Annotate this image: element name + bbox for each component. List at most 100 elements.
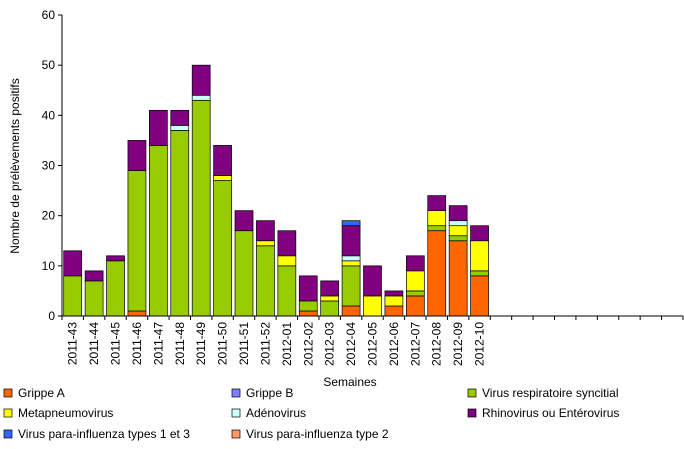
- bar-segment: [448, 240, 468, 317]
- bar-segment: [427, 210, 447, 227]
- bar-segment: [448, 235, 468, 242]
- y-tick-label: 60: [42, 8, 56, 22]
- bar-segment: [170, 125, 190, 131]
- legend-label: Virus para-influenza type 2: [246, 427, 389, 441]
- bar-segment: [341, 305, 361, 317]
- legend-swatch: [467, 388, 477, 398]
- x-tick-label: 2011-51: [237, 322, 251, 365]
- y-tick-label: 20: [42, 209, 56, 223]
- legend-label: Adénovirus: [246, 406, 306, 420]
- bar-segment: [84, 270, 104, 282]
- bar-segment: [234, 210, 254, 232]
- x-tick-label: 2011-45: [109, 322, 123, 365]
- bar-segment: [341, 255, 361, 262]
- bar-segment: [341, 225, 361, 257]
- bar-segment: [298, 310, 318, 317]
- bar-segment: [213, 180, 232, 317]
- bar-segment: [149, 145, 168, 317]
- bar-segment: [106, 255, 125, 262]
- x-tick-label: 2011-44: [87, 322, 101, 365]
- legend-label: Grippe A: [18, 386, 65, 400]
- x-tick-label: 2011-46: [130, 322, 144, 365]
- bar-segment: [384, 305, 404, 317]
- legend-swatch: [231, 408, 241, 418]
- bar-segment: [170, 130, 190, 317]
- bar-segment: [320, 300, 340, 317]
- bar-segment: [341, 265, 361, 307]
- bar-segment: [298, 300, 318, 312]
- legend-swatch: [231, 429, 241, 439]
- x-tick-label: 2011-50: [216, 322, 230, 365]
- y-tick-label: 30: [42, 159, 56, 173]
- bar-segment: [320, 295, 340, 302]
- bar-segment: [384, 290, 404, 297]
- y-tick-label: 50: [42, 58, 56, 72]
- bar-segment: [277, 265, 297, 317]
- bar-segment: [448, 205, 468, 222]
- bar-segment: [191, 99, 211, 317]
- x-tick-label: 2012-04: [344, 322, 358, 366]
- bar-segment: [427, 195, 447, 212]
- x-tick-label: 2011-43: [66, 322, 80, 365]
- x-tick-label: 2012-06: [387, 322, 401, 366]
- bar-segment: [363, 265, 382, 297]
- bar-segment: [341, 260, 361, 267]
- x-tick-label: 2012-03: [323, 322, 337, 366]
- legend-swatch: [231, 388, 241, 398]
- bar-segment: [127, 310, 147, 317]
- legend-label: Grippe B: [246, 386, 293, 400]
- x-tick-label: 2011-49: [194, 322, 208, 365]
- bar-segment: [277, 255, 297, 267]
- bar-segment: [106, 260, 125, 317]
- y-tick-label: 10: [42, 259, 56, 273]
- bar-segment: [256, 240, 275, 247]
- bar-segment: [277, 230, 297, 257]
- bar-segment: [127, 170, 147, 312]
- bar-segment: [63, 250, 83, 277]
- bar-segment: [256, 245, 275, 317]
- legend-swatch: [3, 408, 13, 418]
- bar-segment: [63, 275, 83, 317]
- bar-segment: [405, 295, 425, 317]
- bar-segment: [127, 140, 147, 171]
- bar-segment: [191, 94, 211, 101]
- bar-segment: [405, 270, 425, 292]
- legend-label: Metapneumovirus: [18, 406, 113, 420]
- legend-label: Virus respiratoire syncitial: [482, 386, 619, 400]
- bar-segment: [341, 220, 361, 227]
- bar-segment: [384, 295, 404, 307]
- bar-segment: [427, 225, 447, 232]
- bar-segment: [256, 220, 275, 242]
- x-tick-label: 2011-47: [151, 322, 165, 365]
- bar-segment: [470, 240, 489, 272]
- legend-label: Rhinovirus ou Entérovirus: [482, 406, 619, 420]
- bar-segment: [170, 109, 190, 126]
- y-tick-label: 40: [42, 108, 56, 122]
- x-axis-title: Semaines: [323, 375, 376, 389]
- legend-swatch: [3, 388, 13, 398]
- x-tick-label: 2012-02: [301, 322, 315, 366]
- bar-segment: [320, 280, 340, 297]
- bar-segment: [84, 280, 104, 317]
- x-tick-label: 2012-08: [430, 322, 444, 366]
- y-axis-title: Nombre de prélèvements positifs: [8, 78, 22, 253]
- bar-segment: [213, 175, 232, 181]
- x-tick-label: 2011-52: [258, 322, 272, 365]
- bar-segment: [149, 109, 168, 146]
- bar-segment: [405, 290, 425, 297]
- x-tick-label: 2012-05: [366, 322, 380, 366]
- legend-swatch: [467, 408, 477, 418]
- y-tick-label: 0: [48, 309, 55, 323]
- x-tick-label: 2012-09: [451, 322, 465, 366]
- x-tick-label: 2011-48: [173, 322, 187, 365]
- bar-segment: [448, 220, 468, 227]
- bar-segment: [405, 255, 425, 272]
- bar-segment: [234, 230, 254, 317]
- bar-segment: [470, 275, 489, 317]
- x-tick-label: 2012-10: [473, 322, 487, 366]
- bar-segment: [213, 145, 232, 176]
- legend-swatch: [3, 429, 13, 439]
- bar-segment: [470, 225, 489, 242]
- bar-segment: [448, 225, 468, 237]
- legend-label: Virus para-influenza types 1 et 3: [18, 427, 190, 441]
